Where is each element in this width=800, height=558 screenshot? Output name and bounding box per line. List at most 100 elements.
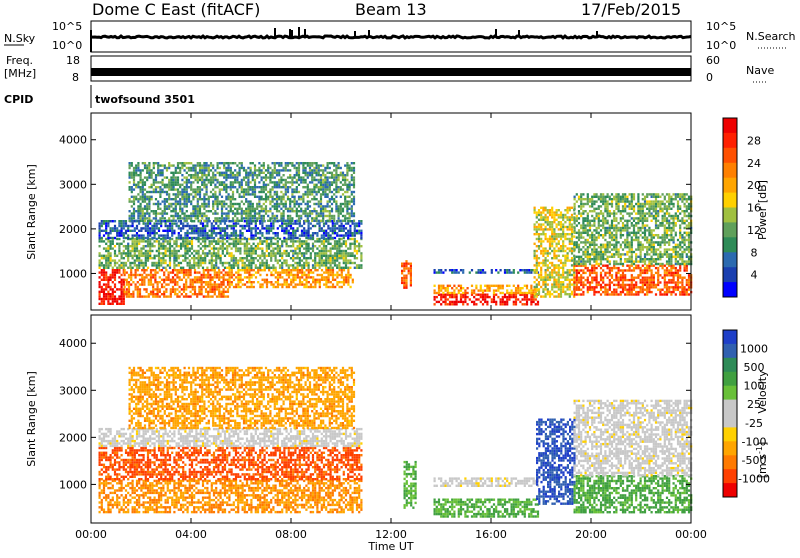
data-cell <box>553 255 555 257</box>
data-cell <box>126 293 128 295</box>
data-cell <box>250 167 252 169</box>
data-cell <box>277 237 279 239</box>
data-cell <box>540 276 542 278</box>
data-cell <box>215 243 217 245</box>
data-cell <box>360 252 362 254</box>
data-cell <box>500 292 502 294</box>
data-cell <box>209 295 211 297</box>
data-cell <box>301 274 303 276</box>
data-cell <box>338 257 340 259</box>
data-cell <box>144 167 146 169</box>
data-cell <box>582 286 584 288</box>
data-cell <box>538 288 540 290</box>
data-cell <box>123 283 125 285</box>
data-cell <box>341 276 343 278</box>
data-cell <box>112 303 114 305</box>
data-cell <box>154 227 156 229</box>
data-cell <box>299 250 301 252</box>
data-cell <box>209 286 211 288</box>
data-cell <box>142 162 144 164</box>
data-cell <box>173 247 175 249</box>
data-cell <box>137 288 139 290</box>
data-cell <box>484 296 486 298</box>
data-cell <box>281 230 283 232</box>
data-cell <box>165 295 167 297</box>
data-cell <box>344 176 346 178</box>
data-cell <box>212 208 214 210</box>
data-cell <box>149 250 151 252</box>
data-cell <box>545 295 547 297</box>
data-cell <box>269 179 271 181</box>
data-cell <box>569 274 571 276</box>
data-cell <box>231 255 233 257</box>
data-cell <box>225 198 227 200</box>
data-cell <box>288 232 290 234</box>
data-cell <box>542 207 544 209</box>
data-cell <box>189 232 191 234</box>
data-cell <box>179 191 181 193</box>
data-cell <box>276 200 278 202</box>
data-cell <box>203 186 205 188</box>
data-cell <box>190 279 192 281</box>
data-cell <box>334 245 336 247</box>
data-cell <box>239 232 241 234</box>
data-cell <box>264 237 266 239</box>
data-cell <box>140 237 142 239</box>
data-cell <box>156 267 158 269</box>
data-cell <box>246 238 248 240</box>
data-cell <box>286 243 288 245</box>
data-cell <box>138 264 140 266</box>
data-cell <box>256 174 258 176</box>
data-cell <box>305 169 307 171</box>
data-cell <box>256 169 258 171</box>
data-cell <box>578 289 580 291</box>
data-cell <box>217 200 219 202</box>
data-cell <box>198 230 200 232</box>
data-cell <box>542 233 544 235</box>
data-cell <box>346 169 348 171</box>
data-cell <box>504 271 506 273</box>
data-cell <box>155 179 157 181</box>
data-cell <box>178 232 180 234</box>
data-cell <box>191 232 193 234</box>
data-cell <box>174 281 176 283</box>
data-cell <box>283 184 285 186</box>
data-cell <box>285 179 287 181</box>
data-cell <box>209 259 211 261</box>
data-cell <box>251 274 253 276</box>
data-cell <box>145 262 147 264</box>
data-cell <box>253 237 255 239</box>
data-cell <box>283 232 285 234</box>
data-cell <box>180 227 182 229</box>
data-cell <box>217 167 219 169</box>
data-cell <box>241 184 243 186</box>
data-cell <box>342 203 344 205</box>
data-cell <box>352 234 354 236</box>
data-cell <box>299 281 301 283</box>
data-cell <box>347 281 349 283</box>
data-cell <box>286 262 288 264</box>
data-cell <box>185 271 187 273</box>
data-cell <box>545 286 547 288</box>
data-cell <box>264 257 266 259</box>
data-cell <box>138 255 140 257</box>
data-cell <box>405 282 407 284</box>
data-cell <box>226 245 228 247</box>
data-cell <box>358 247 360 249</box>
data-cell <box>553 240 555 242</box>
data-cell <box>214 293 216 295</box>
data-cell <box>164 200 166 202</box>
data-cell <box>297 247 299 249</box>
data-cell <box>467 296 469 298</box>
data-cell <box>146 288 148 290</box>
data-cell <box>193 220 195 222</box>
data-cell <box>344 191 346 193</box>
data-cell <box>330 230 332 232</box>
data-cell <box>582 277 584 279</box>
data-cell <box>258 198 260 200</box>
data-cell <box>234 169 236 171</box>
data-cell <box>244 237 246 239</box>
data-cell <box>285 191 287 193</box>
data-cell <box>338 186 340 188</box>
data-cell <box>196 281 198 283</box>
